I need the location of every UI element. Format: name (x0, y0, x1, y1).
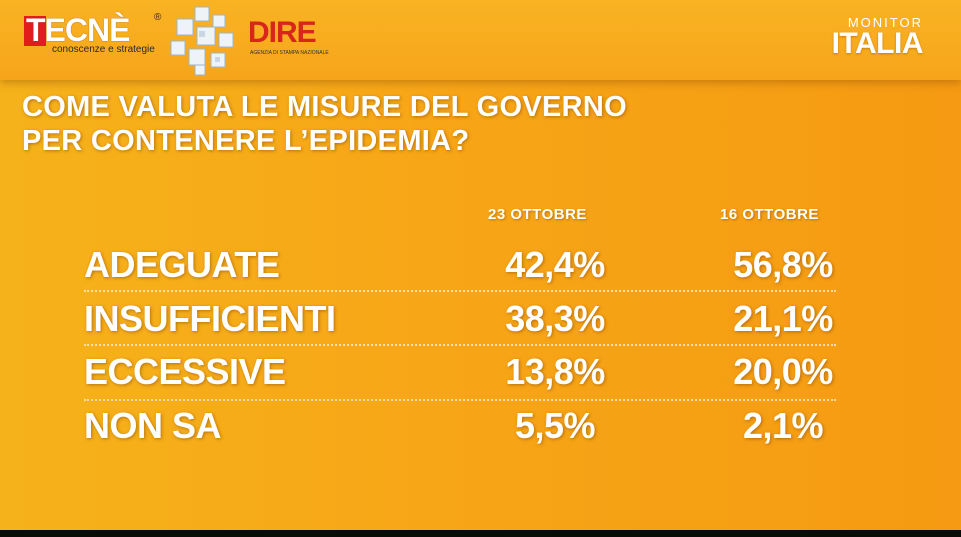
tecne-red-square (24, 16, 46, 46)
registered-mark: ® (154, 12, 162, 23)
value-insufficienti-23-ottobre: 38,3% (505, 298, 605, 339)
row-divider (84, 399, 836, 401)
monitor-label: MONITOR (847, 15, 923, 30)
header-bar: TECNÈ ® conoscenze e strategie DIRE (0, 0, 961, 80)
dire-tagline: AGENZIA DI STAMPA NAZIONALE (250, 50, 329, 56)
italia-label: ITALIA (831, 27, 924, 60)
value-non-sa-16-ottobre: 2,1% (742, 405, 824, 446)
row-divider (84, 344, 836, 346)
row-label-adeguate: ADEGUATE (84, 244, 280, 285)
row-divider (84, 290, 836, 292)
tecne-wordmark: TECNÈ (26, 12, 130, 48)
row-label-non-sa: NON SA (84, 405, 222, 446)
row-label-eccessive: ECCESSIVE (84, 351, 286, 392)
value-adeguate-16-ottobre: 56,8% (733, 244, 833, 285)
dire-logo: DIRE AGENZIA DI STAMPA NAZIONALE (248, 16, 329, 60)
dire-wordmark: DIRE (248, 16, 317, 49)
question-title: COME VALUTA LE MISURE DEL GOVERNO PER CO… (22, 90, 627, 158)
value-insufficienti-16-ottobre: 21,1% (733, 298, 833, 339)
value-non-sa-23-ottobre: 5,5% (514, 405, 596, 446)
tecne-tagline: conoscenze e strategie (52, 44, 155, 55)
monitor-italia-logo: MONITOR ITALIA (831, 15, 924, 60)
column-header-16-ottobre: 16 OTTOBRE (720, 206, 819, 223)
row-label-insufficienti: INSUFFICIENTI (84, 298, 336, 339)
value-eccessive-16-ottobre: 20,0% (733, 351, 833, 392)
question-line-1: COME VALUTA LE MISURE DEL GOVERNO (22, 91, 627, 123)
column-header-23-ottobre: 23 OTTOBRE (488, 206, 587, 223)
bottom-edge (0, 530, 961, 537)
cubes-logo-icon (170, 6, 234, 76)
question-line-2: PER CONTENERE L’EPIDEMIA? (22, 125, 470, 157)
value-eccessive-23-ottobre: 13,8% (505, 351, 605, 392)
value-adeguate-23-ottobre: 42,4% (505, 244, 605, 285)
tecne-logo: TECNÈ ® conoscenze e strategie (18, 10, 162, 58)
